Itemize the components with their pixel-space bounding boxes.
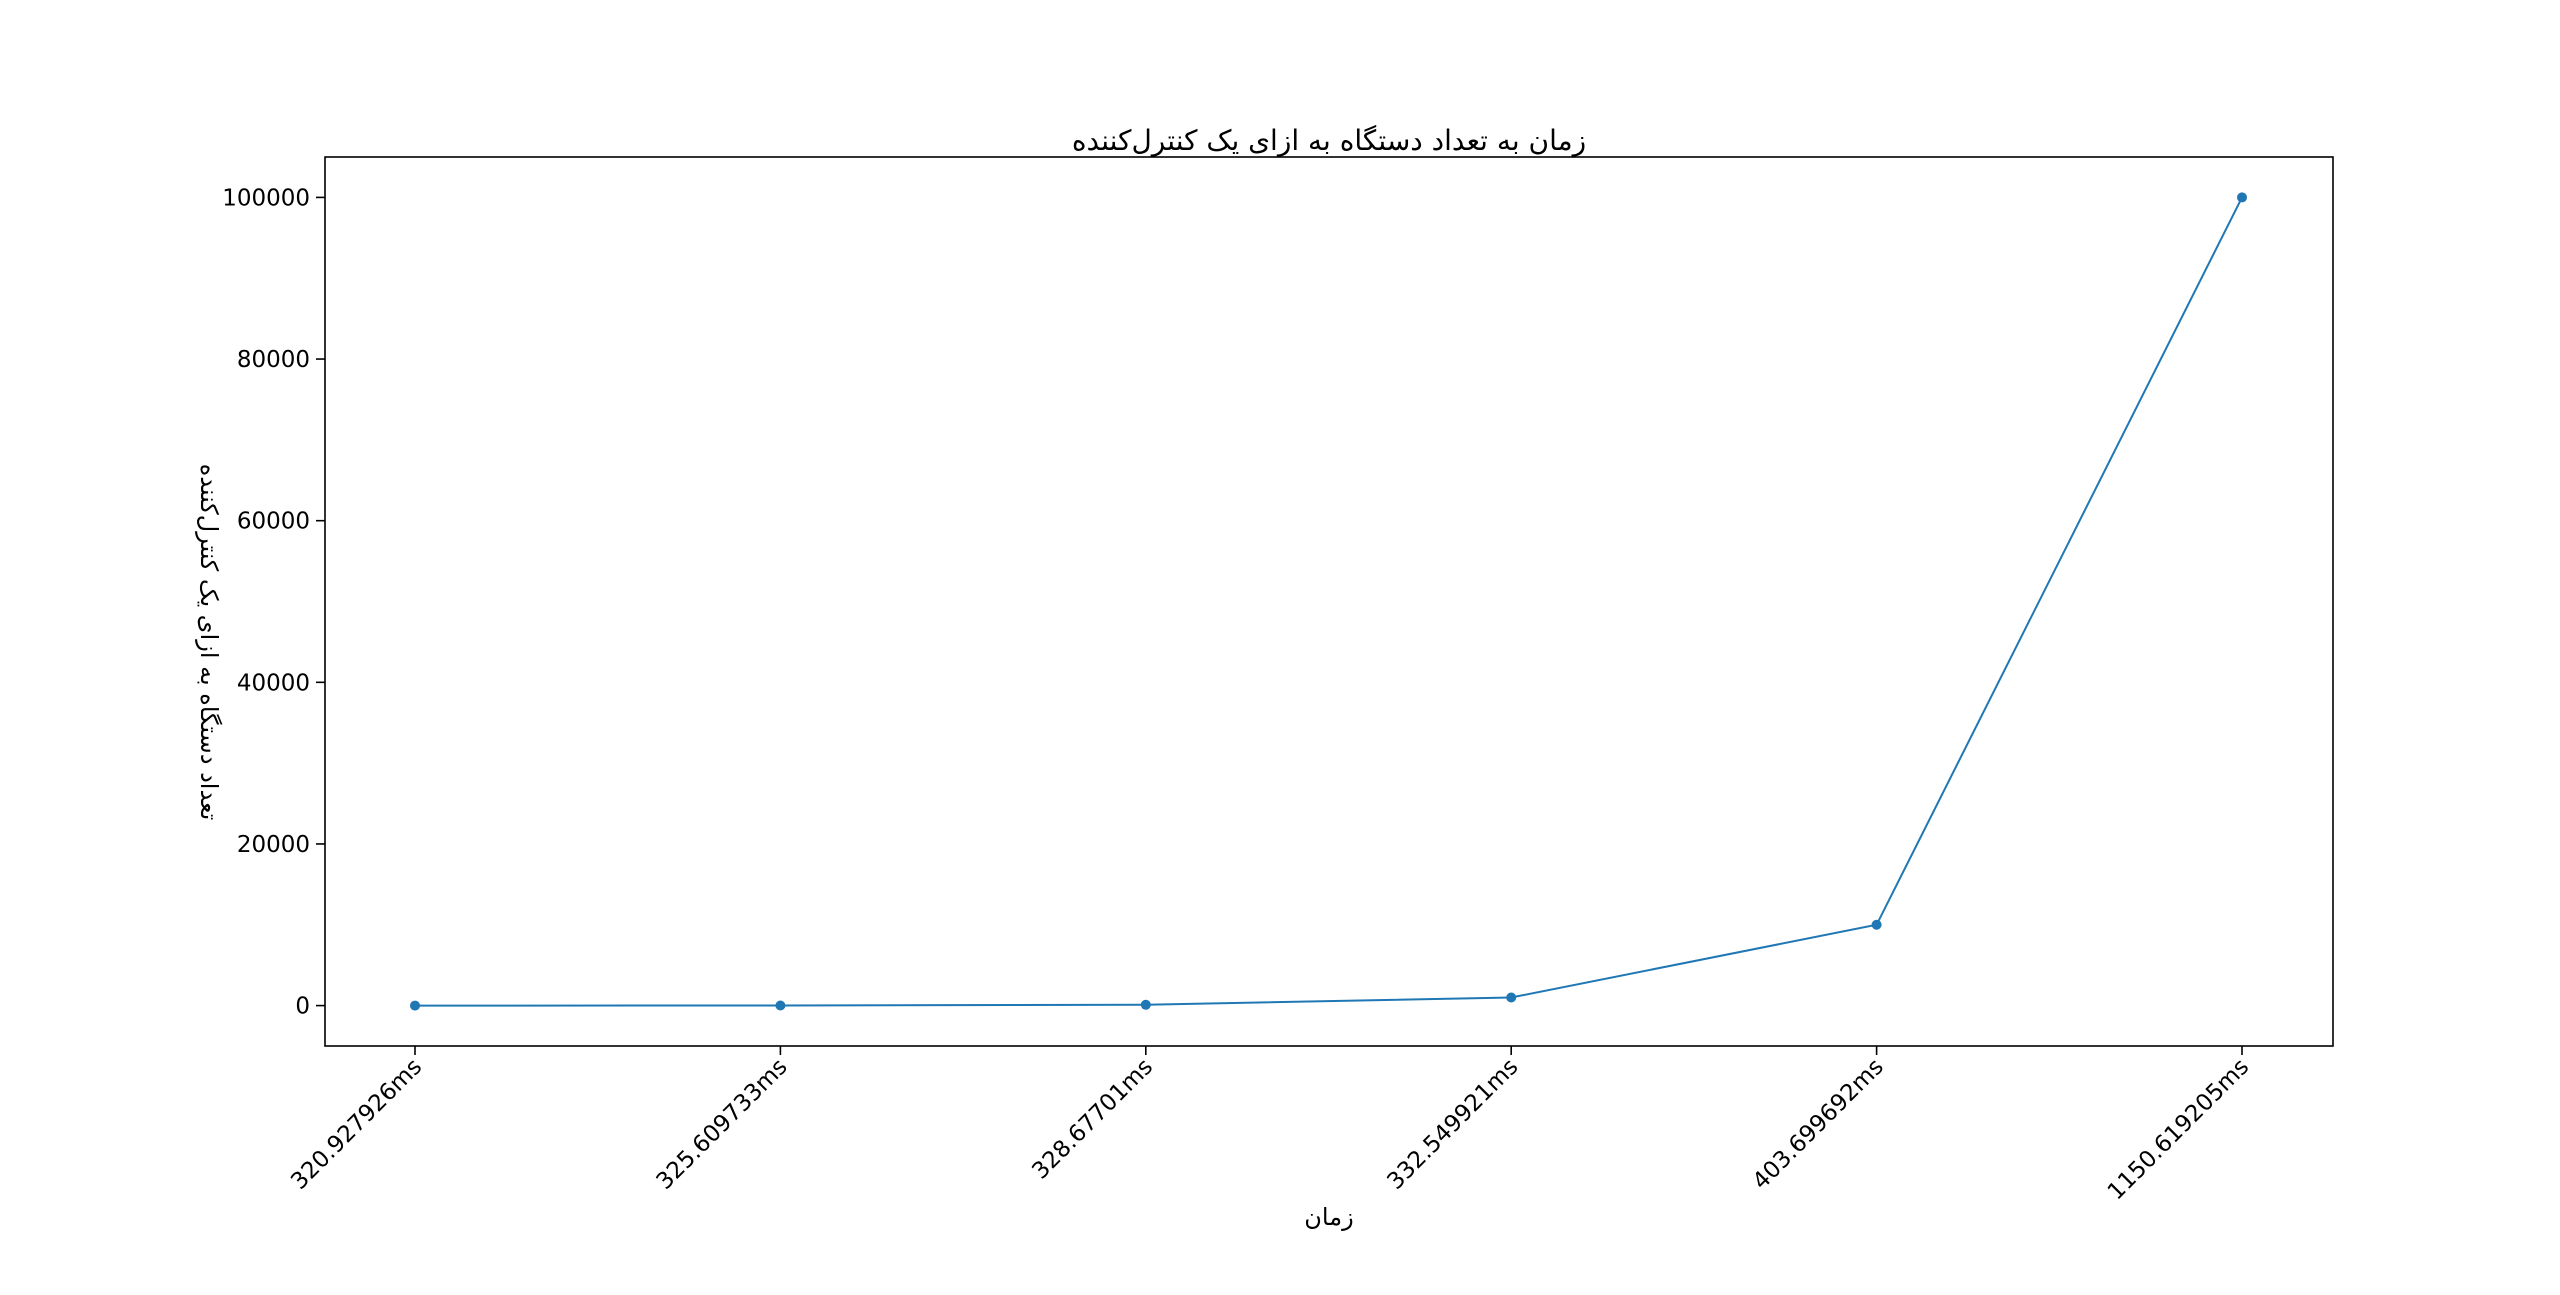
- y-tick-label: 40000: [237, 670, 310, 696]
- y-tick-label: 80000: [237, 347, 310, 373]
- x-tick-label: 1150.619205ms: [2103, 1054, 2254, 1205]
- data-point: [410, 1000, 420, 1011]
- series-line: [414, 196, 2243, 1007]
- x-axis-title: زمان: [1304, 1203, 1353, 1231]
- x-tick-label: 403.699692ms: [1748, 1054, 1889, 1195]
- data-point: [2237, 192, 2247, 203]
- data-point: [775, 1000, 786, 1011]
- plot-frame: [324, 156, 2334, 1047]
- x-tick-label: 332.549921ms: [1382, 1054, 1523, 1195]
- data-point: [1871, 919, 1882, 930]
- y-tick-label: 60000: [237, 509, 310, 535]
- chart-title: زمان به تعداد دستگاه به ازای یک کنترل‌کن…: [1072, 124, 1586, 157]
- y-tick-label: 20000: [237, 832, 310, 858]
- y-axis-title: تعداد دستگاه به ازای یک کنترل‌کننده: [195, 464, 223, 821]
- data-point: [1506, 992, 1517, 1003]
- x-tick-label: 320.927926ms: [286, 1054, 427, 1195]
- x-tick-label: 328.67701ms: [1027, 1054, 1158, 1185]
- data-point: [1140, 999, 1151, 1010]
- plot-area: 0 20000 40000 60000 80000 100000 320.927926ms 3…: [222, 156, 2334, 1205]
- y-tick-label: 0: [295, 994, 310, 1020]
- x-tick-label: 325.609733ms: [652, 1054, 793, 1195]
- y-tick-label: 100000: [222, 185, 310, 211]
